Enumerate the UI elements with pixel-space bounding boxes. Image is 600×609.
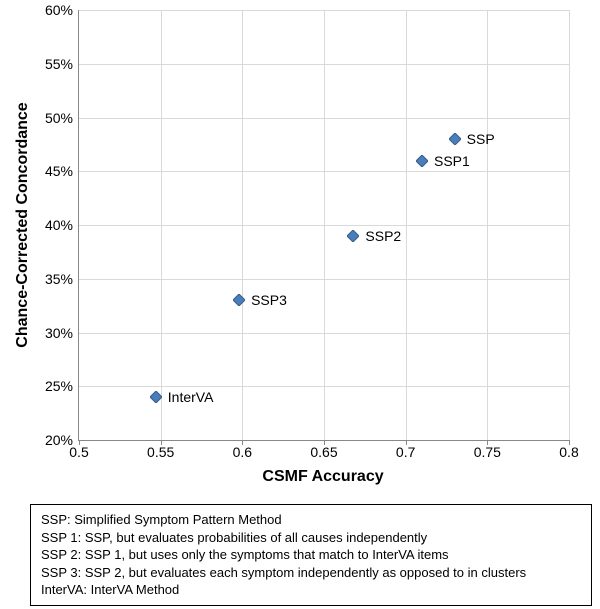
- y-tick-label: 50%: [45, 110, 79, 126]
- y-tick-label: 60%: [45, 2, 79, 18]
- figure: 20%25%30%35%40%45%50%55%60%0.50.550.60.6…: [0, 0, 600, 609]
- x-tick-label: 0.7: [396, 440, 415, 460]
- y-tick-label: 30%: [45, 325, 79, 341]
- data-point-diamond-icon: [347, 230, 359, 242]
- x-tick-label: 0.75: [474, 440, 501, 460]
- data-point-label: SSP2: [365, 228, 401, 244]
- y-axis-title: Chance-Corrected Concordance: [14, 102, 32, 347]
- x-tick-label: 0.65: [310, 440, 337, 460]
- y-tick-label: 45%: [45, 163, 79, 179]
- gridline-vertical: [242, 10, 243, 440]
- legend-box: SSP: Simplified Symptom Pattern MethodSS…: [30, 504, 592, 606]
- x-tick-label: 0.8: [559, 440, 578, 460]
- y-tick-label: 55%: [45, 56, 79, 72]
- legend-line: SSP: Simplified Symptom Pattern Method: [41, 511, 581, 529]
- legend-line: SSP 3: SSP 2, but evaluates each symptom…: [41, 564, 581, 582]
- y-tick-label: 25%: [45, 378, 79, 394]
- x-axis-title: CSMF Accuracy: [262, 468, 383, 486]
- data-point-label: SSP3: [251, 292, 287, 308]
- y-tick-label: 40%: [45, 217, 79, 233]
- gridline-vertical: [324, 10, 325, 440]
- data-point-diamond-icon: [449, 133, 461, 145]
- gridline-vertical: [406, 10, 407, 440]
- legend-line: SSP 2: SSP 1, but uses only the symptoms…: [41, 546, 581, 564]
- x-tick-label: 0.55: [147, 440, 174, 460]
- x-tick-label: 0.6: [233, 440, 252, 460]
- data-point-label: SSP: [467, 131, 495, 147]
- gridline-vertical: [569, 10, 570, 440]
- y-tick-label: 35%: [45, 271, 79, 287]
- gridline-vertical: [487, 10, 488, 440]
- gridline-vertical: [161, 10, 162, 440]
- legend-line: InterVA: InterVA Method: [41, 581, 581, 599]
- data-point-diamond-icon: [416, 155, 428, 167]
- data-point-label: InterVA: [168, 389, 214, 405]
- data-point-label: SSP1: [434, 153, 470, 169]
- plot-area: 20%25%30%35%40%45%50%55%60%0.50.550.60.6…: [78, 10, 569, 441]
- legend-line: SSP 1: SSP, but evaluates probabilities …: [41, 529, 581, 547]
- x-tick-label: 0.5: [69, 440, 88, 460]
